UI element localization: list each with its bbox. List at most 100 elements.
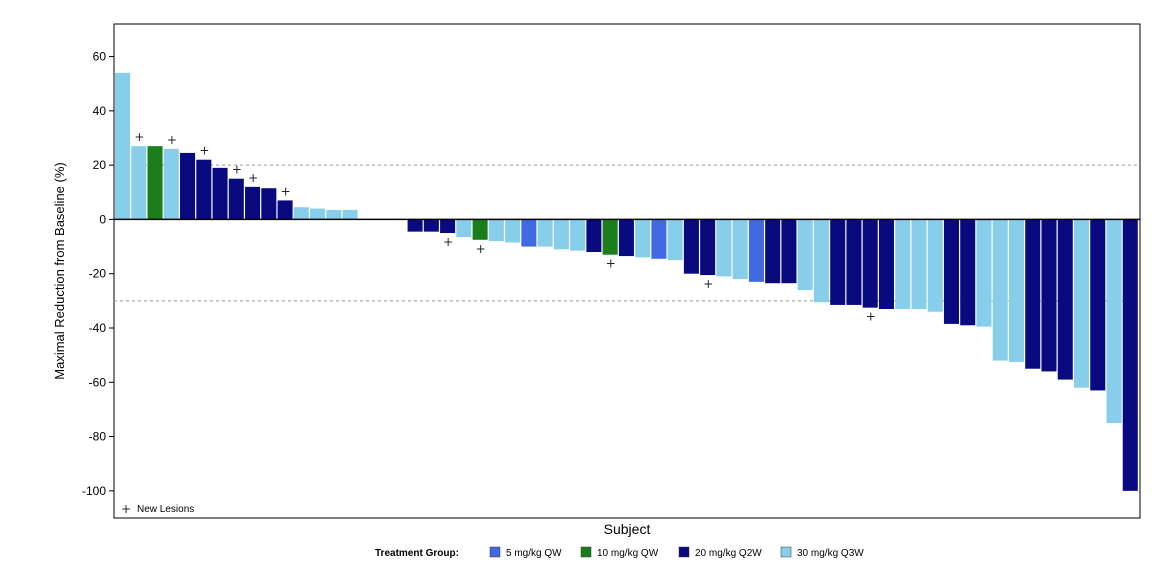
bar [407,219,423,232]
new-lesion-marker: + [281,184,291,198]
bar [586,219,602,252]
legend-title: Treatment Group: [375,548,459,559]
new-lesion-marker: + [703,277,713,291]
y-tick-label: 0 [99,212,106,226]
bar [765,219,781,284]
bar [976,219,992,327]
bar [472,219,488,240]
bar [342,209,358,220]
y-tick-label: -100 [82,484,106,498]
bar [505,219,521,243]
legend-item-label: 5 mg/kg QW [506,548,562,559]
bar [488,219,504,242]
bar [813,219,829,303]
bar [1090,219,1106,391]
bar [618,219,634,257]
legend-swatch [780,546,792,558]
bar [570,219,586,251]
bar [960,219,976,326]
y-tick-label: 40 [93,104,107,118]
x-axis-title: Subject [604,521,651,537]
bar [277,200,293,220]
bar [196,159,212,220]
bar [846,219,862,305]
bar [927,219,943,312]
bar [732,219,748,280]
bar [992,219,1008,361]
bar [1122,219,1138,491]
bar [830,219,846,305]
bar [878,219,894,309]
bar [716,219,732,277]
bar [943,219,960,324]
bar [553,219,569,250]
legend-swatch [580,546,592,558]
y-tick-label: -80 [89,430,107,444]
bar [781,219,797,284]
legend-item-label: 30 mg/kg Q3W [797,548,864,559]
new-lesion-markers: + + + + + + + + + + + [134,130,875,324]
bar [1106,219,1122,423]
bar [310,208,326,220]
marker-legend-symbol: + [121,502,131,516]
bar [862,219,878,308]
bar [700,219,716,276]
legend-item-label: 20 mg/kg Q2W [695,548,762,559]
legend-swatch [678,546,690,558]
bar [651,219,667,259]
plot-frame [113,23,1141,519]
bar [212,167,228,220]
y-axis: 60 40 20 0 -20 -40 -60 -80 -100 [82,50,114,498]
bar [683,219,699,274]
y-tick-label: 20 [93,158,107,172]
y-tick-label: -40 [89,321,107,335]
bar [1008,219,1025,362]
bar [115,72,131,220]
bar [423,219,439,232]
bar [131,146,147,220]
bar [667,219,683,261]
bar [1057,219,1073,380]
bars-group [115,72,1138,491]
bar [895,219,911,309]
y-axis-title: Maximal Reduction from Baseline (%) [52,162,67,379]
legend-swatch [489,546,501,558]
bar [440,219,456,233]
bar [326,209,342,220]
treatment-legend: Treatment Group: 5 mg/kg QW 10 mg/kg QW 20… [375,546,864,559]
bar [456,219,472,238]
marker-legend: + New Lesions [121,502,194,516]
new-lesion-marker: + [248,171,258,185]
bar [261,188,277,220]
bar [1073,219,1090,388]
bar [521,219,537,247]
new-lesion-marker: + [134,130,144,144]
new-lesion-marker: + [232,163,242,177]
bar [748,219,764,282]
bar [180,152,196,220]
marker-legend-label: New Lesions [137,504,194,515]
y-tick-label: 60 [93,50,107,64]
bar [537,219,553,247]
new-lesion-marker: + [606,257,616,271]
bar [602,219,618,255]
y-tick-label: -20 [89,267,107,281]
y-tick-label: -60 [89,375,107,389]
bar [1025,219,1041,369]
bar [293,207,309,220]
bar [228,178,244,220]
bar [797,219,813,290]
bar [635,219,651,258]
bar [1041,219,1057,372]
new-lesion-marker: + [199,144,209,158]
bar [245,186,261,220]
bar [147,146,163,220]
new-lesion-marker: + [167,133,177,147]
new-lesion-marker: + [866,310,876,324]
legend-item-label: 10 mg/kg QW [597,548,659,559]
bar [163,148,179,220]
bar [911,219,927,309]
new-lesion-marker: + [476,242,486,256]
new-lesion-marker: + [443,235,453,249]
